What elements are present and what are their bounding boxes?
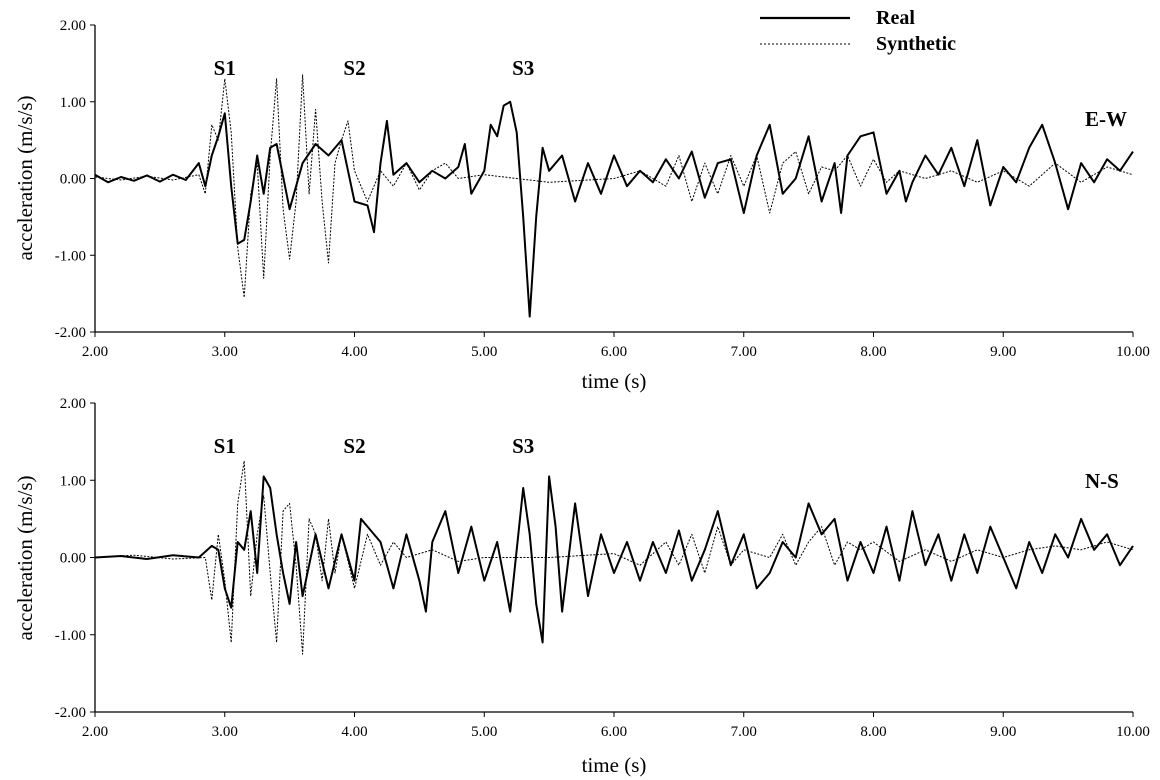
x-tick-label: 5.00	[471, 724, 497, 740]
x-tick-label: 8.00	[860, 724, 886, 740]
y-tick-label: 0.00	[60, 551, 86, 567]
panel-east-west: acceleration (m/s/s) time (s) E-W 2.00 3.…	[13, 18, 1150, 393]
legend-synthetic-label: Synthetic	[876, 33, 956, 55]
x-tick-label: 6.00	[601, 724, 627, 740]
y-axis-title: acceleration (m/s/s)	[13, 95, 37, 260]
series-line-real	[94, 100, 1134, 318]
phase-label-s1: S1	[214, 56, 236, 80]
phase-label-s3: S3	[512, 434, 534, 458]
x-axis-title: time (s)	[582, 753, 647, 777]
x-axis-title: time (s)	[582, 369, 647, 393]
legend-real-label: Real	[876, 7, 915, 29]
x-tick-label: 3.00	[212, 344, 238, 360]
phase-label-s2: S2	[343, 434, 365, 458]
component-label-ew: E-W	[1085, 107, 1127, 131]
y-tick-label: -1.00	[55, 628, 86, 644]
y-tick-label: 2.00	[60, 18, 86, 34]
x-tick-label: 8.00	[860, 344, 886, 360]
series-line-real	[94, 475, 1134, 644]
x-tick-label: 4.00	[341, 344, 367, 360]
phase-label-s1: S1	[214, 434, 236, 458]
phase-label-s2: S2	[343, 56, 365, 80]
x-tick-label: 7.00	[731, 344, 757, 360]
y-axis-title: acceleration (m/s/s)	[13, 475, 37, 640]
legend: Real Synthetic	[760, 7, 956, 55]
x-tick-label: 10.00	[1116, 724, 1150, 740]
phase-label-s3: S3	[512, 56, 534, 80]
y-tick-label: 0.00	[60, 172, 86, 188]
y-tick-label: 2.00	[60, 396, 86, 412]
y-tick-label: 1.00	[60, 95, 86, 111]
x-tick-label: 9.00	[990, 724, 1016, 740]
y-tick-label: -1.00	[55, 248, 86, 264]
panel-north-south: acceleration (m/s/s) time (s) N-S 2.00 3.…	[13, 396, 1150, 777]
y-tick-label: -2.00	[55, 705, 86, 721]
x-tick-label: 7.00	[731, 724, 757, 740]
y-tick-label: -2.00	[55, 325, 86, 341]
x-tick-label: 6.00	[601, 344, 627, 360]
x-tick-label: 4.00	[341, 724, 367, 740]
component-label-ns: N-S	[1085, 469, 1119, 493]
x-tick-label: 9.00	[990, 344, 1016, 360]
x-tick-label: 2.00	[82, 344, 108, 360]
x-tick-label: 2.00	[82, 724, 108, 740]
series-line-synthetic	[94, 460, 1134, 655]
x-tick-label: 5.00	[471, 344, 497, 360]
x-tick-label: 3.00	[212, 724, 238, 740]
series-line-synthetic	[94, 74, 1134, 298]
x-tick-label: 10.00	[1116, 344, 1150, 360]
y-tick-label: 1.00	[60, 473, 86, 489]
